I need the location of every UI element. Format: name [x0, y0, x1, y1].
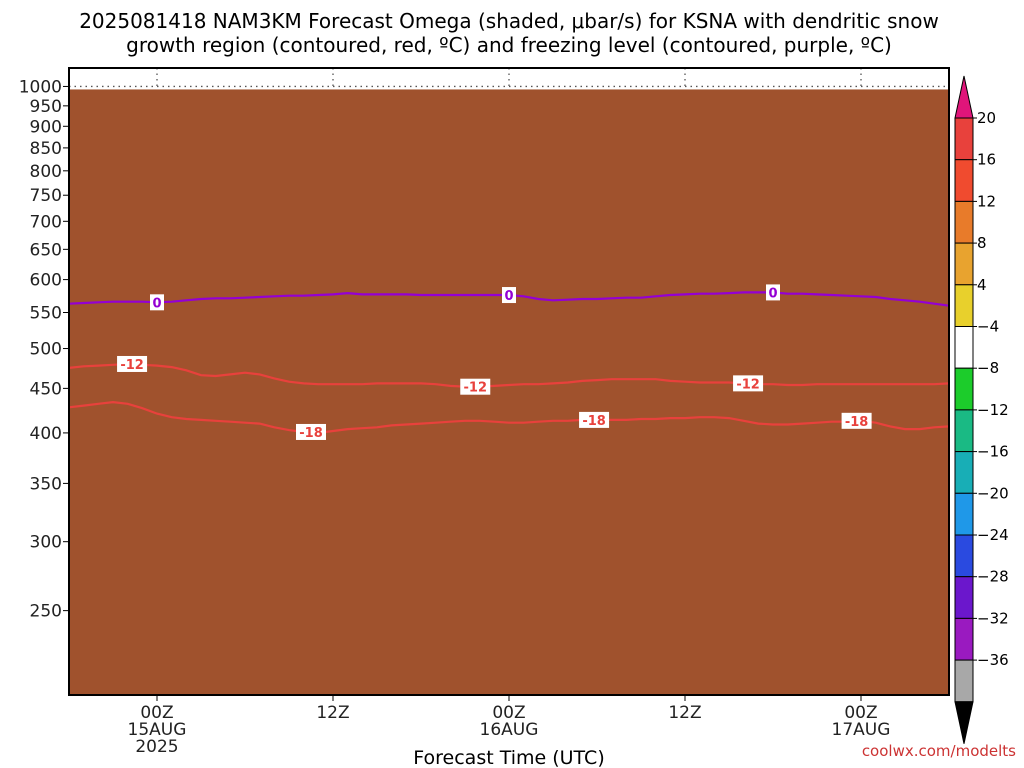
contour-label--12-2: -12	[736, 377, 760, 392]
colorbar-label-6: −8	[977, 359, 999, 377]
contour-label-0-0: 0	[152, 296, 161, 311]
contour-label--12-0: -12	[120, 358, 144, 373]
contour-label-bg-0-0	[150, 294, 164, 311]
colorbar-label-2: 12	[977, 192, 996, 210]
contour-label--18-2: -18	[845, 415, 869, 430]
y-tick-label-250: 250	[30, 602, 62, 622]
contour-label-bg--12-0	[117, 355, 148, 372]
colorbar-label-10: −24	[977, 526, 1009, 544]
contour-label-bg-0-1	[502, 287, 516, 304]
x-tick-label-0-0: 00Z	[140, 703, 173, 723]
y-tick-label-300: 300	[30, 533, 62, 553]
colorbar-swatch-13	[954, 659, 974, 703]
colorbar-swatch-1	[954, 159, 974, 202]
x-tick-label-0-1: 15AUG	[128, 720, 187, 740]
colorbar-label-8: −16	[977, 443, 1009, 461]
colorbar-swatch-10	[954, 534, 974, 578]
colorbar-swatch-3	[954, 242, 974, 286]
contour-label-bg--12-1	[460, 378, 491, 395]
ground-fill	[69, 89, 949, 696]
y-tick-label-800: 800	[30, 162, 62, 182]
contour-line--18	[68, 400, 950, 435]
colorbar-swatch-7	[954, 409, 974, 453]
x-tick-label-12-0: 12Z	[316, 703, 349, 723]
x-tick-label-24-0: 00Z	[492, 703, 525, 723]
colorbar-label-7: −12	[977, 401, 1009, 419]
y-tick-label-950: 950	[30, 97, 62, 117]
colorbar-swatch-9	[954, 492, 974, 536]
x-tick-label-48-0: 00Z	[844, 703, 877, 723]
y-tick-label-750: 750	[30, 186, 62, 206]
colorbar: 20 16 12 8 4 −4 −8 −12 −16 −20 −24 −28 −32 −36	[954, 75, 1009, 744]
colorbar-swatch-11	[954, 576, 974, 619]
contour-label--18-1: -18	[582, 414, 606, 429]
y-tick-label-850: 850	[30, 139, 62, 159]
y-tick-label-600: 600	[30, 271, 62, 291]
contour-label--18-0: -18	[299, 426, 323, 441]
colorbar-label-5: −4	[977, 318, 999, 336]
colorbar-label-4: 4	[977, 276, 987, 294]
contour-label--12-1: -12	[464, 381, 488, 396]
contour-label-bg--12-2	[733, 375, 764, 392]
colorbar-swatch-0	[954, 117, 974, 161]
y-tick-label-1000: 1000	[19, 77, 62, 97]
colorbar-swatch-5	[954, 326, 974, 369]
contour-label-0-1: 0	[504, 289, 513, 304]
chart-title-line1: 2025081418 NAM3KM Forecast Omega (shaded…	[79, 9, 939, 33]
colorbar-label-12: −32	[977, 609, 1009, 627]
contour-line--12	[68, 362, 950, 388]
contour-label-bg--18-0	[296, 423, 326, 440]
y-axis-ticks: 2503003504004505005506006507007508008509…	[19, 77, 69, 622]
y-tick-label-400: 400	[30, 424, 62, 444]
chart-title-line2: growth region (contoured, red, ºC) and f…	[126, 33, 892, 57]
x-axis-label: Forecast Time (UTC)	[413, 747, 604, 768]
y-tick-label-650: 650	[30, 240, 62, 260]
x-tick-label-24-1: 16AUG	[480, 720, 539, 740]
contour-label-bg--18-2	[841, 412, 872, 429]
ground-strip	[69, 89, 949, 696]
x-tick-label-0-2: 2025	[135, 737, 178, 757]
x-tick-label-36-0: 12Z	[668, 703, 701, 723]
colorbar-swatch-2	[954, 200, 974, 244]
y-tick-label-900: 900	[30, 117, 62, 137]
colorbar-label-9: −20	[977, 484, 1009, 502]
contour-labels: -18 -18 -18 -12 -12 -12 0 0 0	[117, 284, 872, 441]
y-tick-label-450: 450	[30, 379, 62, 399]
colorbar-label-13: −36	[977, 651, 1009, 669]
credit-text: coolwx.com/modelts	[862, 742, 1016, 760]
contour-label-bg--18-1	[579, 411, 610, 428]
colorbar-swatch-8	[954, 451, 974, 494]
colorbar-swatch-6	[954, 367, 974, 411]
colorbar-bottom-arrow	[954, 701, 974, 744]
contour-label-0-2: 0	[768, 286, 777, 301]
y-tick-label-350: 350	[30, 474, 62, 494]
colorbar-swatch-12	[954, 617, 974, 661]
colorbar-label-11: −28	[977, 568, 1009, 586]
colorbar-top-arrow	[954, 75, 974, 119]
x-tick-label-48-1: 17AUG	[832, 720, 891, 740]
y-tick-label-500: 500	[30, 340, 62, 360]
y-tick-label-550: 550	[30, 303, 62, 323]
colorbar-label-0: 20	[977, 109, 996, 127]
y-tick-label-700: 700	[30, 212, 62, 232]
contour-label-bg-0-2	[766, 284, 780, 301]
colorbar-label-3: 8	[977, 234, 987, 252]
colorbar-swatch-4	[954, 284, 974, 327]
colorbar-label-1: 16	[977, 151, 996, 169]
